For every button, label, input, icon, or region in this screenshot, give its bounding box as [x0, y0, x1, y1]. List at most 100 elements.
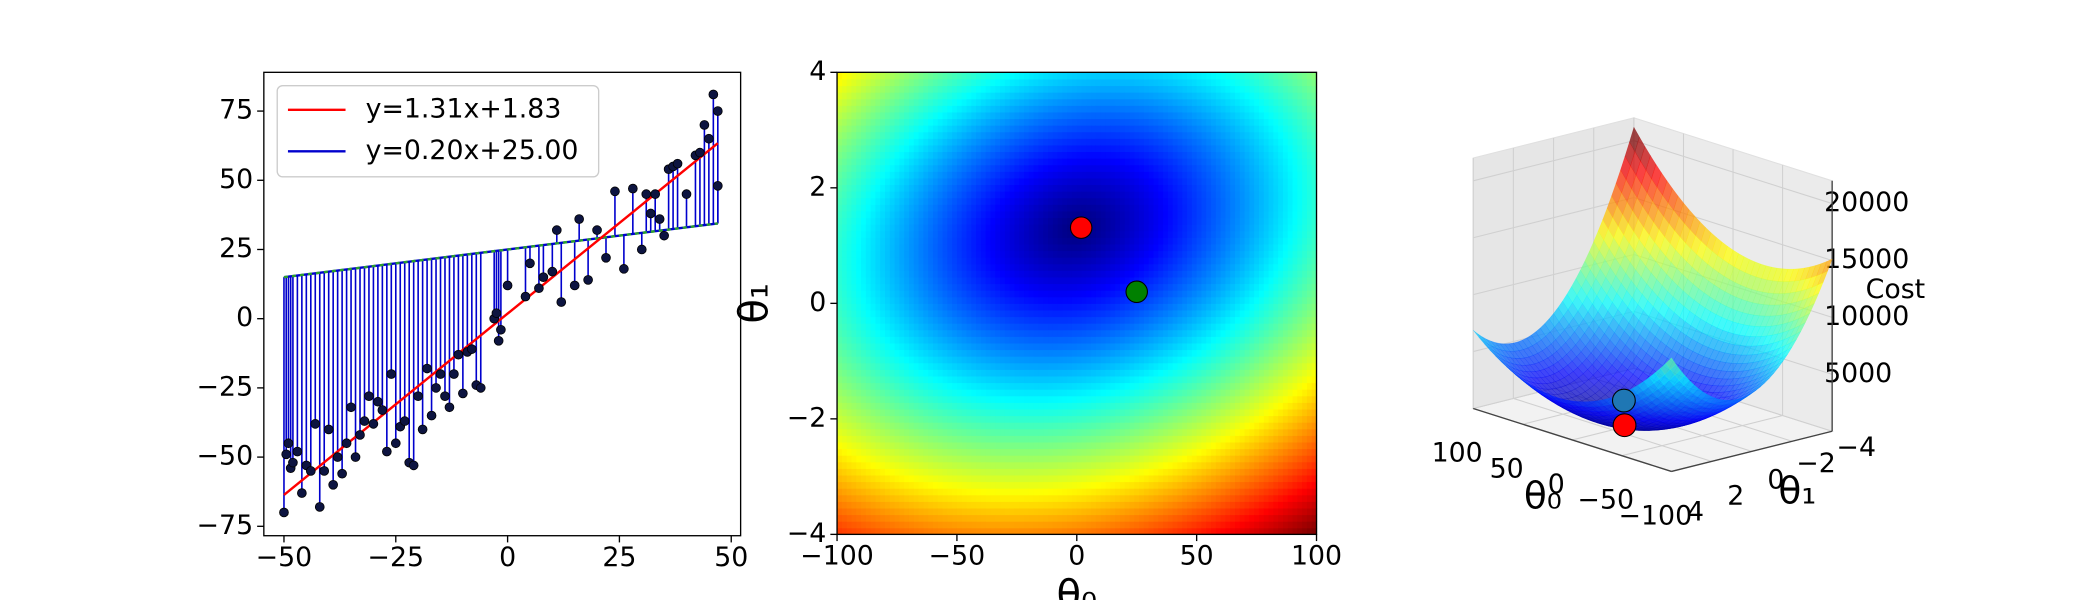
- contour-cell: [880, 435, 886, 443]
- contour-cell: [908, 131, 915, 139]
- contour-cell: [956, 521, 963, 529]
- contour-cell: [1105, 191, 1111, 199]
- contour-cell: [1038, 151, 1044, 159]
- contour-cell: [880, 395, 886, 403]
- contour-cell: [1000, 494, 1006, 502]
- contour-cell: [937, 349, 944, 357]
- contour-cell: [870, 98, 876, 106]
- contour-cell: [976, 138, 982, 146]
- contour-cell: [851, 204, 857, 212]
- contour-cell: [1052, 177, 1059, 186]
- contour-cell: [1024, 441, 1030, 450]
- contour-cell: [1024, 276, 1030, 285]
- contour-cell: [1043, 184, 1049, 192]
- contour-cell: [841, 309, 848, 318]
- contour-cell: [1009, 105, 1015, 113]
- contour-cell: [865, 250, 872, 258]
- contour-cell: [865, 441, 872, 450]
- contour-cell: [1124, 468, 1131, 476]
- contour-cell: [1024, 309, 1030, 318]
- contour-cell: [894, 362, 900, 370]
- contour-cell: [837, 164, 843, 172]
- contour-cell: [971, 171, 977, 179]
- data-point: [422, 363, 432, 374]
- contour-cell: [1009, 501, 1015, 509]
- contour-cell: [1052, 151, 1059, 159]
- contour-cell: [956, 257, 963, 265]
- contour-cell: [947, 72, 953, 80]
- contour-cell: [1100, 494, 1107, 502]
- contour-cell: [861, 204, 867, 212]
- contour-cell: [889, 474, 896, 483]
- contour-cell: [1119, 78, 1126, 87]
- contour-cell: [846, 296, 852, 304]
- contour-cell: [1033, 197, 1039, 205]
- contour-cell: [1062, 389, 1068, 397]
- contour-cell: [1100, 184, 1107, 192]
- contour-cell: [870, 276, 876, 285]
- contour-cell: [837, 488, 843, 496]
- contour-cell: [985, 92, 992, 100]
- contour-cell: [1043, 309, 1049, 318]
- contour-cell: [1019, 263, 1025, 271]
- contour-cell: [880, 389, 886, 397]
- contour-cell: [952, 270, 958, 278]
- contour-cell: [928, 316, 934, 324]
- contour-cell: [846, 224, 852, 232]
- contour-cell: [966, 237, 972, 245]
- contour-cell: [1048, 389, 1054, 397]
- contour-cell: [846, 428, 852, 436]
- contour-cell: [928, 237, 934, 245]
- contour-cell: [889, 270, 896, 278]
- contour-cell: [1057, 296, 1063, 304]
- contour-cell: [1028, 250, 1035, 258]
- contour-cell: [894, 488, 900, 496]
- contour-cell: [1067, 309, 1073, 318]
- contour-cell: [942, 290, 948, 298]
- contour-cell: [937, 78, 944, 87]
- contour-cell: [956, 402, 963, 410]
- contour-cell: [942, 448, 948, 456]
- contour-cell: [875, 329, 881, 337]
- contour-cell: [1153, 158, 1159, 166]
- contour-cell: [985, 270, 992, 278]
- contour-cell: [1038, 395, 1044, 403]
- contour-cell: [1052, 138, 1059, 146]
- contour-cell: [942, 144, 948, 153]
- contour-cell: [1019, 85, 1025, 93]
- contour-cell: [995, 290, 1001, 298]
- contour-cell: [1091, 316, 1097, 324]
- contour-cell: [1004, 422, 1011, 430]
- contour-cell: [885, 118, 891, 126]
- contour-cell: [918, 481, 924, 489]
- contour-cell: [1129, 171, 1135, 179]
- contour-cell: [971, 243, 977, 252]
- contour-cell: [1139, 514, 1145, 522]
- contour-cell: [1153, 224, 1159, 232]
- contour-cell: [1095, 237, 1102, 245]
- contour-cell: [1086, 461, 1092, 469]
- contour-cell: [918, 250, 924, 258]
- contour-cell: [1115, 138, 1121, 146]
- contour-cell: [1071, 158, 1078, 166]
- contour-cell: [904, 474, 910, 483]
- contour-cell: [1110, 356, 1116, 364]
- contour-cell: [947, 276, 953, 285]
- contour-cell: [894, 408, 900, 417]
- contour-cell: [856, 323, 862, 331]
- contour-cell: [908, 336, 915, 344]
- contour-cell: [1048, 521, 1054, 529]
- contour-cell: [1115, 402, 1121, 410]
- contour-cell: [1067, 375, 1073, 384]
- contour-cell: [846, 362, 852, 370]
- contour-cell: [913, 191, 920, 199]
- contour-cell: [1024, 98, 1030, 106]
- contour-cell: [885, 408, 891, 417]
- contour-cell: [880, 138, 886, 146]
- contour-cell: [861, 296, 867, 304]
- contour-cell: [1076, 111, 1083, 120]
- contour-cell: [1081, 138, 1087, 146]
- contour-cell: [985, 395, 992, 403]
- contour-cell: [1033, 92, 1039, 100]
- contour-cell: [1091, 263, 1097, 271]
